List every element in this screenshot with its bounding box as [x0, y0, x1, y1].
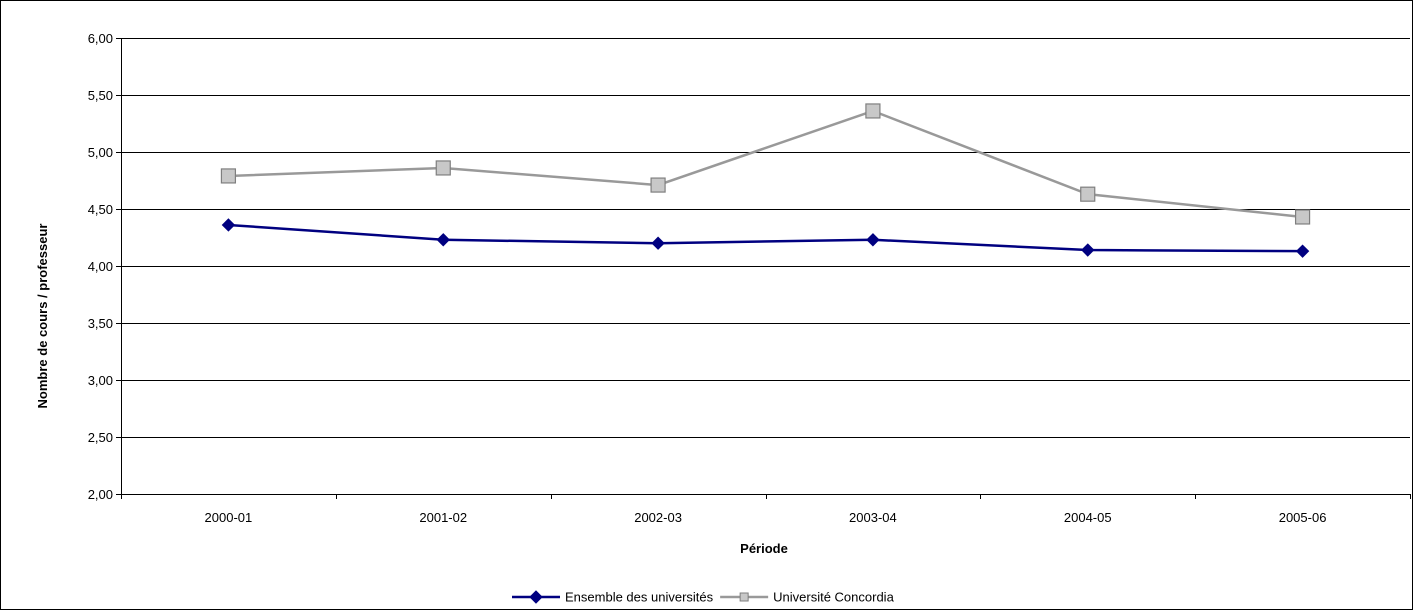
legend-item: Université Concordia: [720, 590, 895, 605]
series-concordia: [220, 103, 1311, 225]
series-line: [228, 223, 1303, 253]
legend-label: Ensemble des universités: [565, 590, 714, 605]
legend-label: Université Concordia: [773, 590, 894, 605]
x-tick-label: 2002-03: [634, 510, 682, 525]
y-tick-label: 2,00: [88, 487, 113, 502]
x-tick-label: 2001-02: [419, 510, 467, 525]
x-axis-title: Période: [740, 541, 788, 556]
x-tick-label: 2003-04: [849, 510, 897, 525]
data-point: [866, 233, 880, 247]
data-point: [1080, 186, 1096, 202]
x-tick-label: 2000-01: [205, 510, 253, 525]
legend-item: Ensemble des universités: [512, 590, 714, 605]
data-point: [651, 236, 665, 250]
legend-marker: [529, 590, 543, 604]
legend: Ensemble des universités Université Conco…: [512, 590, 895, 605]
series-line: [228, 109, 1303, 219]
y-tick-label: 6,00: [88, 31, 113, 46]
y-tick-label: 4,50: [88, 202, 113, 217]
data-point: [220, 168, 237, 184]
y-axis-ticks: 2,00 2,50 3,00 3,50 4,00 4,50 5,00 5,50 6,00: [88, 31, 121, 502]
gridlines: [121, 38, 1410, 438]
data-point: [865, 103, 881, 119]
y-tick-label: 5,50: [88, 88, 113, 103]
series-ensemble: [221, 218, 1310, 258]
y-tick-label: 3,50: [88, 316, 113, 331]
y-tick-label: 5,00: [88, 145, 113, 160]
data-point: [1081, 243, 1095, 257]
y-axis-title: Nombre de cours / professeur: [35, 224, 50, 409]
data-point: [435, 160, 451, 176]
y-tick-label: 3,00: [88, 373, 113, 388]
legend-marker: [739, 592, 749, 602]
data-point: [436, 233, 450, 247]
y-tick-label: 4,00: [88, 259, 113, 274]
series-layer: [220, 103, 1311, 258]
x-tick-label: 2005-06: [1279, 510, 1327, 525]
x-tick-label: 2004-05: [1064, 510, 1112, 525]
data-point: [1295, 244, 1310, 258]
data-point: [221, 218, 236, 232]
data-point: [1294, 209, 1311, 225]
data-point: [650, 177, 666, 193]
y-tick-label: 2,50: [88, 430, 113, 445]
x-axis-ticks: 2000-01 2001-02 2002-03 2003-04 2004-05 2005-…: [121, 494, 1411, 525]
